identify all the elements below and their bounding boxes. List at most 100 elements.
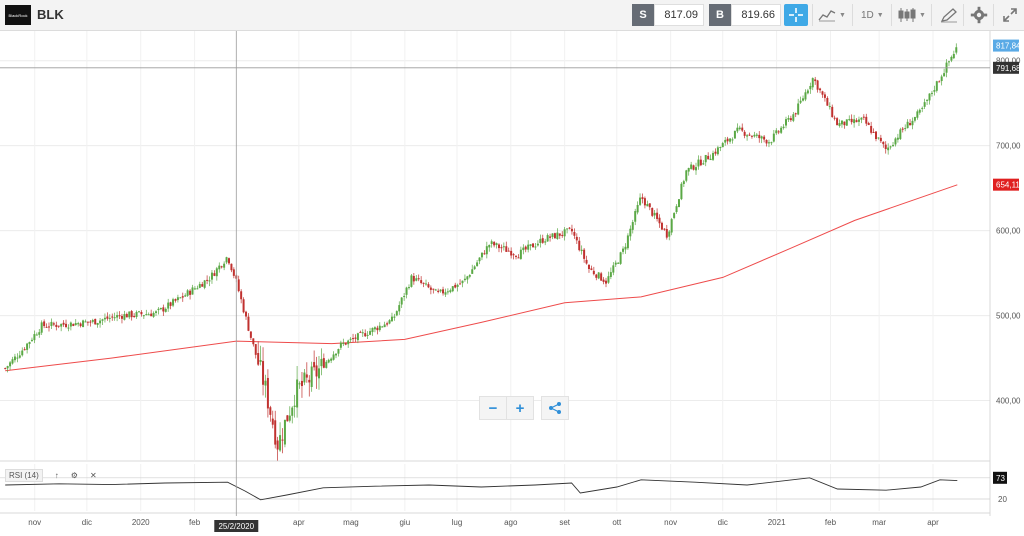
candle-body [417,278,420,280]
candle-body [364,333,367,337]
candle-body [512,254,515,256]
moving-average-layer [5,184,958,372]
candle-body [772,133,775,142]
candle-body [159,307,162,310]
crosshair-price-label: 791,68 [996,64,1021,73]
last-price-label-bg [993,39,1019,52]
candle-body [911,120,914,126]
candle-body [546,235,549,242]
candle-body [614,262,617,265]
candle-body [867,122,870,126]
date-tick-label: nov [28,518,41,527]
candle-body [339,342,342,348]
candle-body [585,259,588,264]
date-tick-label: mag [343,518,359,527]
candle-body [568,227,571,229]
date-tick-label: apr [293,518,305,527]
candle-body [410,275,413,287]
arrow-up-icon[interactable]: ↑ [54,471,59,480]
candle-body [821,91,824,95]
crosshair-date-label: 25/2/2020 [218,522,254,531]
candle-body [643,198,646,206]
candle-body [928,93,931,101]
candle-body [393,316,396,318]
candle-body [91,320,94,322]
sell-badge[interactable]: S [632,4,654,26]
candle-body [276,440,279,450]
candle-body [651,207,654,216]
candle-body [658,217,661,224]
chart-type-button[interactable]: ▼ [818,4,846,26]
candle-body [534,246,537,248]
candle-body [266,377,269,409]
candle-body [952,53,955,59]
candle-body [877,137,880,139]
zoom-in-button[interactable]: + [506,396,534,420]
candle-body [532,243,535,248]
candle-body [556,232,559,240]
interval-select[interactable]: 1D ▼ [861,4,884,26]
settings-button[interactable] [970,4,988,26]
zoom-out-button[interactable]: − [479,396,507,420]
candle-body [848,119,851,121]
candle-body [524,246,527,250]
candle-body [11,359,14,364]
candle-body [648,203,651,208]
candles-button[interactable]: ▼ [898,4,926,26]
price-tick-label: 500,00 [996,312,1021,321]
gear-icon[interactable]: ⚙ [70,471,78,480]
candle-body [57,325,60,327]
crosshair-button[interactable] [784,4,808,26]
sell-price[interactable]: 817.09 [654,4,704,26]
share-button[interactable] [541,396,569,420]
candle-body [536,243,539,246]
candle-body [473,266,476,270]
candle-body [502,246,505,248]
rsi-indicator-label[interactable]: RSI (14) [5,469,43,482]
candle-body [77,323,80,325]
expand-button[interactable] [1002,4,1018,26]
candle-body [527,244,530,250]
candle-body [592,270,595,275]
price-chart[interactable]: 73 20 400,00 500,00 600,00 700,00 800,00 nov di… [0,31,1024,536]
candle-body [230,263,233,271]
date-tick-label: nov [664,518,677,527]
close-icon[interactable]: ✕ [89,471,97,480]
candle-body [816,80,819,90]
candle-body [213,273,216,276]
buy-price[interactable]: 819.66 [731,4,781,26]
candle-body [376,327,379,331]
draw-button[interactable] [940,4,958,26]
chevron-down-icon: ▼ [876,11,884,19]
candle-body [94,318,97,325]
candle-body [116,315,119,318]
candle-body [400,297,403,305]
candle-body [605,280,608,284]
candle-body [454,284,457,288]
ma-value-label: 654,11 [996,181,1020,190]
candle-body [906,121,909,129]
buy-badge[interactable]: B [709,4,731,26]
candle-body [429,287,432,290]
candle-body [875,131,878,140]
candle-body [449,290,452,293]
plus-icon: + [515,399,525,417]
candle-body [899,129,902,140]
candle-body [330,358,333,361]
candle-body [286,415,289,422]
price-tick-label: 600,00 [996,227,1021,236]
candle-body [82,320,85,328]
candle-body [680,183,683,200]
candle-body [403,296,406,298]
candle-body [106,316,109,319]
candle-body [714,151,717,154]
candle-body [128,311,131,318]
candle-body [337,348,340,354]
rsi-value-bg [993,471,1007,484]
candle-body [434,289,437,291]
toolbar-divider [963,4,964,26]
candle-body [695,167,698,171]
candle-body [699,159,702,166]
candle-body [427,284,430,288]
candle-body [28,342,31,345]
